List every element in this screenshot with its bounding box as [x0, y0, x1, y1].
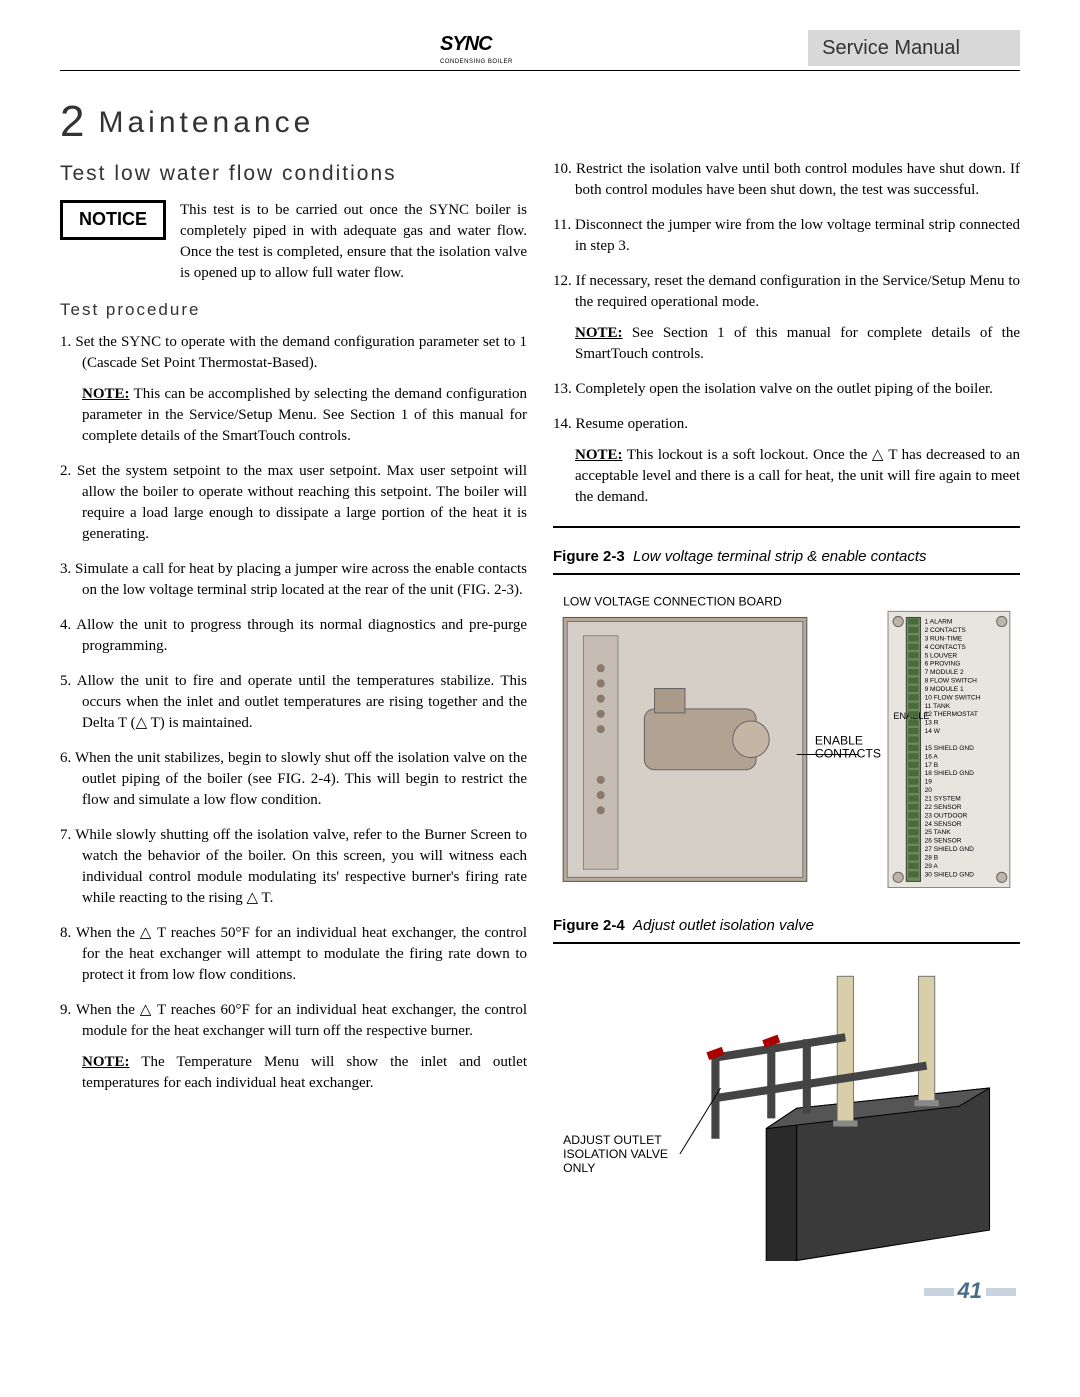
notice-label: NOTICE: [60, 200, 166, 239]
procedure-step: 1. Set the SYNC to operate with the dema…: [60, 332, 527, 447]
svg-text:26 SENSOR: 26 SENSOR: [925, 838, 962, 845]
page-number: 41: [553, 1276, 1020, 1307]
fig23-bold: Figure 2-3: [553, 548, 625, 565]
svg-text:ONLY: ONLY: [563, 1161, 595, 1175]
procedure-note: NOTE: This can be accomplished by select…: [82, 384, 527, 447]
procedure-step: 13. Completely open the isolation valve …: [553, 379, 1020, 400]
svg-text:19: 19: [925, 779, 933, 786]
svg-text:20: 20: [925, 787, 933, 794]
page-number-value: 41: [958, 1278, 982, 1303]
svg-text:16 A: 16 A: [925, 753, 939, 760]
procedure-step: 11. Disconnect the jumper wire from the …: [553, 215, 1020, 257]
svg-text:25 TANK: 25 TANK: [925, 829, 952, 836]
svg-text:7 MODULE 2: 7 MODULE 2: [925, 669, 964, 676]
svg-text:29 A: 29 A: [925, 863, 939, 870]
figure-2-4: ADJUST OUTLET ISOLATION VALVE ONLY: [553, 956, 1020, 1266]
svg-text:18 SHIELD GND: 18 SHIELD GND: [925, 770, 975, 777]
section-text: Maintenance: [98, 106, 314, 139]
page-header: SYNC CONDENSING BOILER Service Manual: [60, 30, 1020, 71]
logo-subtext: CONDENSING BOILER: [440, 58, 513, 66]
page-bar-left: [924, 1288, 954, 1296]
fig24-bold: Figure 2-4: [553, 917, 625, 934]
svg-text:10 FLOW SWITCH: 10 FLOW SWITCH: [925, 694, 981, 701]
fig23-board-label: LOW VOLTAGE CONNECTION BOARD: [563, 594, 782, 608]
svg-text:24 SENSOR: 24 SENSOR: [925, 821, 962, 828]
svg-text:12 THERMOSTAT: 12 THERMOSTAT: [925, 711, 978, 718]
right-column: 10. Restrict the isolation valve until b…: [553, 159, 1020, 1307]
figure-2-4-svg: ADJUST OUTLET ISOLATION VALVE ONLY: [553, 956, 1020, 1261]
figure-2-3-svg: LOW VOLTAGE CONNECTION BOARD ENABLE CONT…: [553, 587, 1020, 892]
svg-text:28 B: 28 B: [925, 854, 939, 861]
svg-text:5 LOUVER: 5 LOUVER: [925, 652, 958, 659]
fig23-ital: Low voltage terminal strip & enable cont…: [633, 548, 927, 565]
procedure-note: NOTE: See Section 1 of this manual for c…: [575, 323, 1020, 365]
notice-text: This test is to be carried out once the …: [180, 200, 527, 284]
procedure-step: 8. When the △ T reaches 50°F for an indi…: [60, 923, 527, 986]
procedure-list-left: 1. Set the SYNC to operate with the dema…: [60, 332, 527, 1094]
section-title: 2 Maintenance: [60, 91, 1020, 153]
procedure-heading: Test procedure: [60, 298, 527, 322]
procedure-step: 4. Allow the unit to progress through it…: [60, 615, 527, 657]
left-column: Test low water flow conditions NOTICE Th…: [60, 159, 527, 1307]
two-column-layout: Test low water flow conditions NOTICE Th…: [60, 159, 1020, 1307]
procedure-step: 5. Allow the unit to fire and operate un…: [60, 671, 527, 734]
header-doc-type: Service Manual: [808, 30, 1020, 66]
procedure-note: NOTE: This lockout is a soft lockout. On…: [575, 445, 1020, 508]
procedure-step: 9. When the △ T reaches 60°F for an indi…: [60, 1000, 527, 1094]
svg-text:ENABLE: ENABLE: [815, 733, 863, 747]
svg-text:4 CONTACTS: 4 CONTACTS: [925, 644, 967, 651]
procedure-step: 6. When the unit stabilizes, begin to sl…: [60, 748, 527, 811]
svg-text:23 OUTDOOR: 23 OUTDOOR: [925, 812, 968, 819]
svg-text:9 MODULE 1: 9 MODULE 1: [925, 686, 964, 693]
svg-text:8 FLOW SWITCH: 8 FLOW SWITCH: [925, 678, 978, 685]
section-number: 2: [60, 97, 84, 146]
page-bar-right: [986, 1288, 1016, 1296]
fig24-ital: Adjust outlet isolation valve: [633, 917, 814, 934]
svg-text:13 R: 13 R: [925, 720, 939, 727]
svg-text:15 SHIELD GND: 15 SHIELD GND: [925, 745, 975, 752]
procedure-note: NOTE: The Temperature Menu will show the…: [82, 1052, 527, 1094]
notice-block: NOTICE This test is to be carried out on…: [60, 200, 527, 284]
procedure-step: 10. Restrict the isolation valve until b…: [553, 159, 1020, 201]
figure-2-4-caption: Figure 2-4 Adjust outlet isolation valve: [553, 915, 1020, 944]
svg-text:ADJUST OUTLET: ADJUST OUTLET: [563, 1133, 662, 1147]
subsection-heading: Test low water flow conditions: [60, 159, 527, 188]
svg-text:22 SENSOR: 22 SENSOR: [925, 804, 962, 811]
procedure-step: 14. Resume operation.NOTE: This lockout …: [553, 414, 1020, 508]
figure-2-3-caption: Figure 2-3 Low voltage terminal strip & …: [553, 546, 1020, 575]
svg-text:14 W: 14 W: [925, 728, 941, 735]
svg-text:21 SYSTEM: 21 SYSTEM: [925, 795, 961, 802]
svg-text:27 SHIELD GND: 27 SHIELD GND: [925, 846, 975, 853]
procedure-step: 3. Simulate a call for heat by placing a…: [60, 559, 527, 601]
logo-text: SYNC: [440, 33, 492, 55]
svg-text:3 RUN-TIME: 3 RUN-TIME: [925, 635, 963, 642]
svg-text:ISOLATION VALVE: ISOLATION VALVE: [563, 1147, 668, 1161]
svg-text:30 SHIELD GND: 30 SHIELD GND: [925, 871, 975, 878]
procedure-list-right: 10. Restrict the isolation valve until b…: [553, 159, 1020, 508]
procedure-step: 2. Set the system setpoint to the max us…: [60, 461, 527, 545]
svg-text:CONTACTS: CONTACTS: [815, 747, 881, 761]
svg-text:11 TANK: 11 TANK: [925, 703, 951, 710]
divider: [553, 526, 1020, 528]
svg-text:1 ALARM: 1 ALARM: [925, 619, 953, 626]
procedure-step: 7. While slowly shutting off the isolati…: [60, 825, 527, 909]
figure-2-3: LOW VOLTAGE CONNECTION BOARD ENABLE CONT…: [553, 587, 1020, 897]
svg-text:17 B: 17 B: [925, 762, 939, 769]
svg-text:6 PROVING: 6 PROVING: [925, 661, 961, 668]
brand-logo: SYNC CONDENSING BOILER: [440, 30, 513, 66]
svg-text:2 CONTACTS: 2 CONTACTS: [925, 627, 967, 634]
procedure-step: 12. If necessary, reset the demand confi…: [553, 271, 1020, 365]
